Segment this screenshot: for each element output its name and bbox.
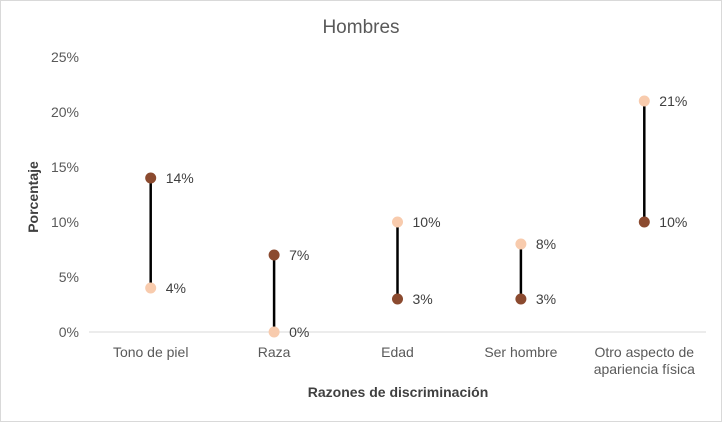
x-tick-label: Raza	[258, 344, 291, 360]
x-tick-label: Tono de piel	[113, 344, 189, 360]
data-label: 10%	[413, 214, 441, 230]
y-tick-label: 10%	[51, 214, 79, 230]
data-point	[515, 238, 527, 250]
data-label: 3%	[413, 291, 433, 307]
y-tick-label: 0%	[59, 324, 79, 340]
data-label: 14%	[166, 170, 194, 186]
y-tick-label: 5%	[59, 269, 79, 285]
data-label: 7%	[289, 247, 309, 263]
data-point	[145, 282, 157, 294]
data-point	[268, 249, 280, 261]
data-point	[638, 95, 650, 107]
y-tick-label: 20%	[51, 104, 79, 120]
y-axis-ticks: 0% 5% 10% 15% 20% 25%	[51, 49, 79, 340]
x-tick-label: Otro aspecto de apariencia física	[594, 344, 695, 377]
points	[145, 95, 650, 338]
data-label: 8%	[536, 236, 556, 252]
y-tick-label: 25%	[51, 49, 79, 65]
data-point	[145, 172, 157, 184]
data-point	[638, 216, 650, 228]
x-axis-title: Razones de discriminación	[308, 384, 489, 400]
data-label: 0%	[289, 324, 309, 340]
data-point	[268, 326, 280, 338]
y-tick-label: 15%	[51, 159, 79, 175]
x-axis-ticks: Tono de piel Raza Edad Ser hombre Otro aspec…	[113, 344, 695, 377]
data-point	[392, 216, 403, 228]
y-axis-title: Porcentaje	[25, 161, 41, 233]
data-label: 4%	[166, 280, 186, 296]
x-tick-label: Edad	[381, 344, 414, 360]
data-label: 21%	[659, 93, 687, 109]
data-label: 10%	[659, 214, 687, 230]
data-labels: 14% 7% 3% 3% 10% 4% 0% 10% 8% 21%	[166, 93, 688, 340]
x-tick-label: Ser hombre	[484, 344, 557, 360]
data-point	[392, 293, 403, 305]
connectors	[149, 101, 646, 332]
data-point	[515, 293, 527, 305]
data-label: 3%	[536, 291, 556, 307]
chart-title: Hombres	[322, 17, 399, 38]
